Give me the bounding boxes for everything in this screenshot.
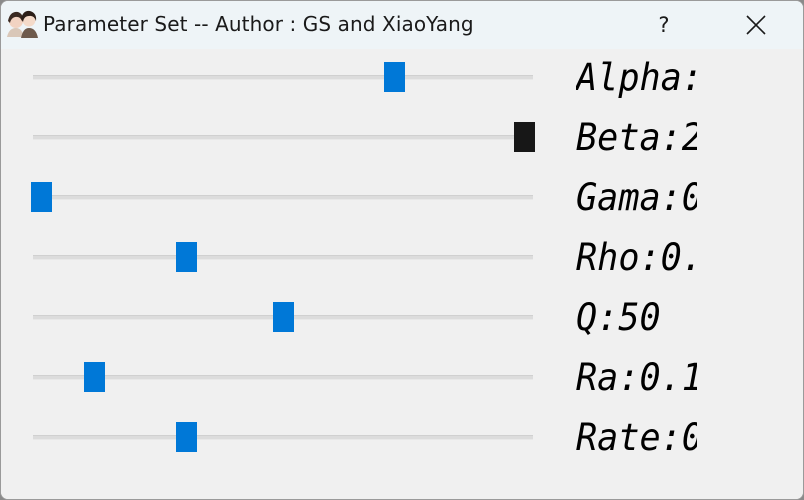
parameter-row-gama: Gama:0 — [1, 169, 803, 229]
slider-track — [33, 135, 533, 140]
ra-label: Ra:0.1 — [576, 356, 697, 399]
q-label: Q:50 — [576, 296, 661, 339]
window-title: Parameter Set -- Author : GS and XiaoYan… — [43, 12, 474, 36]
title-bar[interactable]: Parameter Set -- Author : GS and XiaoYan… — [1, 1, 803, 49]
help-button[interactable]: ? — [658, 13, 670, 37]
ra-slider[interactable] — [31, 361, 535, 393]
parameter-label-box: Ra:0.1 — [576, 355, 697, 401]
rate-slider[interactable] — [31, 421, 535, 453]
parameter-row-rho: Rho:0.3 — [1, 229, 803, 289]
alpha-label: Alpha: — [576, 56, 697, 99]
parameter-label-box: Beta:2 — [576, 115, 697, 161]
slider-thumb[interactable] — [84, 362, 105, 392]
parameter-label-box: Alpha: — [576, 55, 697, 101]
parameter-label-box: Q:50 — [576, 295, 697, 341]
slider-track — [33, 435, 533, 440]
slider-thumb[interactable] — [514, 122, 535, 152]
slider-track — [33, 75, 533, 80]
parameter-label-box: Rho:0.3 — [576, 235, 697, 281]
app-icon — [7, 10, 38, 38]
slider-track — [33, 255, 533, 260]
parameter-label-box: Gama:0 — [576, 175, 697, 221]
parameter-row-alpha: Alpha: — [1, 49, 803, 109]
q-slider[interactable] — [31, 301, 535, 333]
parameter-panel: Alpha: Beta:2 Gama:0 — [1, 49, 803, 499]
close-button[interactable] — [725, 1, 787, 49]
parameter-label-box: Rate:0 — [576, 415, 697, 461]
slider-track — [33, 195, 533, 200]
parameter-row-beta: Beta:2 — [1, 109, 803, 169]
slider-thumb[interactable] — [384, 62, 405, 92]
beta-label: Beta:2 — [576, 116, 697, 159]
rho-label: Rho:0.3 — [576, 236, 697, 279]
slider-track — [33, 375, 533, 380]
slider-thumb[interactable] — [176, 422, 197, 452]
beta-slider[interactable] — [31, 121, 535, 153]
gama-slider[interactable] — [31, 181, 535, 213]
close-icon — [746, 15, 766, 35]
rate-label: Rate:0 — [576, 416, 697, 459]
parameter-row-q: Q:50 — [1, 289, 803, 349]
parameter-row-ra: Ra:0.1 — [1, 349, 803, 409]
rho-slider[interactable] — [31, 241, 535, 273]
slider-thumb[interactable] — [31, 182, 52, 212]
alpha-slider[interactable] — [31, 61, 535, 93]
slider-thumb[interactable] — [273, 302, 294, 332]
parameter-row-rate: Rate:0 — [1, 409, 803, 469]
gama-label: Gama:0 — [576, 176, 697, 219]
slider-thumb[interactable] — [176, 242, 197, 272]
